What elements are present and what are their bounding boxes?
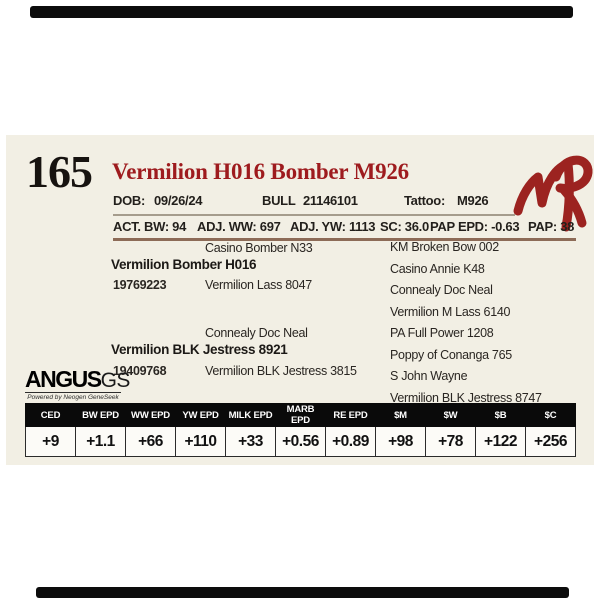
divider-light [113,214,515,216]
lot-title: Vermilion H016 Bomber M926 [112,159,409,184]
epd-header-yw: YW EPD [175,403,226,427]
dam-great-2: Poppy of Conanga 765 [390,347,512,362]
epd-value-dw: +78 [425,426,476,457]
epd-value-re: +0.89 [325,426,376,457]
dam-great-3: S John Wayne [390,369,468,383]
stat-adj-yw: ADJ. YW: 1113 [290,219,376,234]
sire-great-grandparents: KM Broken Bow 002 Casino Annie K48 Conne… [390,237,510,323]
scan-artifact-bar-bottom [36,587,569,598]
epd-header-dw: $W [425,403,476,427]
angus-gs-logo: ANGUSGS Powered by Neogen GeneSeek [25,368,143,401]
dob-value: 09/26/24 [154,193,203,208]
epd-header-row: CED BW EPD WW EPD YW EPD MILK EPD MARB E… [25,403,576,427]
dob-label: DOB: [113,193,146,208]
epd-header-milk: MILK EPD [225,403,276,427]
epd-value-bw: +1.1 [75,426,126,457]
sire-great-2: Casino Annie K48 [390,261,485,276]
epd-header-marb: MARB EPD [275,403,326,427]
epd-value-ww: +66 [125,426,176,457]
dam-grandsire: Connealy Doc Neal [205,326,308,340]
sire-name: Vermilion Bomber H016 [111,257,257,272]
angus-logo-text: ANGUS [25,366,102,392]
sex-label: BULL [262,193,296,208]
vermilion-ranch-vr-brand-icon [513,155,593,232]
stat-pap: PAP: 38 [528,219,575,234]
sire-great-4: Vermilion M Lass 6140 [390,304,511,319]
epd-value-db: +122 [475,426,526,457]
sire-grandsire: Casino Bomber N33 [205,241,313,255]
divider-dark [113,238,576,241]
lot-number: 165 [26,146,93,197]
stat-adj-ww: ADJ. WW: 697 [197,219,281,234]
stat-act-bw: ACT. BW: 94 [113,219,187,234]
reg-number: 21146101 [303,193,358,208]
sire-great-1: KM Broken Bow 002 [390,240,499,254]
dam-reg: 19409768 [113,364,167,378]
angus-logo-tagline: Powered by Neogen GeneSeek [25,392,121,401]
stat-pap-epd: PAP EPD: -0.63 [430,219,520,234]
angus-gs-suffix: GS [100,369,131,392]
epd-value-dc: +256 [525,426,576,457]
epd-header-dm: $M [375,403,426,427]
sire-reg: 19769223 [113,278,167,292]
epd-value-row: +9 +1.1 +66 +110 +33 +0.56 +0.89 +98 +78… [25,426,576,457]
dam-great-grandparents: PA Full Power 1208 Poppy of Conanga 765 … [390,323,542,409]
epd-table: CED BW EPD WW EPD YW EPD MILK EPD MARB E… [25,403,576,457]
tattoo-label: Tattoo: [404,193,445,208]
lot-card: 165 Vermilion H016 Bomber M926 DOB: 09/2… [6,135,594,465]
sire-great-3: Connealy Doc Neal [390,283,493,297]
scan-artifact-bar-top [30,6,573,18]
dam-granddam: Vermilion BLK Jestress 3815 [205,364,357,378]
epd-value-ced: +9 [25,426,76,457]
epd-header-bw: BW EPD [75,403,126,427]
sire-granddam: Vermilion Lass 8047 [205,278,312,292]
epd-header-re: RE EPD [325,403,376,427]
epd-header-ww: WW EPD [125,403,176,427]
epd-header-db: $B [475,403,526,427]
epd-value-milk: +33 [225,426,276,457]
dam-great-1: PA Full Power 1208 [390,326,494,340]
epd-value-yw: +110 [175,426,226,457]
dam-name: Vermilion BLK Jestress 8921 [111,342,288,357]
epd-value-marb: +0.56 [275,426,326,457]
epd-header-dc: $C [525,403,576,427]
stat-sc: SC: 36.0 [380,219,429,234]
dam-great-4: Vermilion BLK Jestress 8747 [390,390,542,405]
tattoo-value: M926 [457,193,489,208]
epd-header-ced: CED [25,403,76,427]
epd-value-dm: +98 [375,426,426,457]
